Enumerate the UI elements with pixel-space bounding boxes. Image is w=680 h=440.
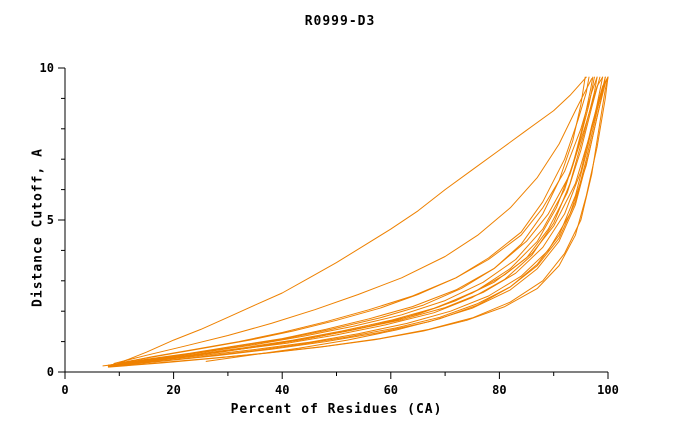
model-curve — [107, 76, 604, 366]
y-tick-label: 0 — [47, 365, 54, 379]
x-tick-label: 60 — [384, 383, 398, 397]
y-tick-label: 5 — [47, 213, 54, 227]
model-curve — [107, 76, 594, 367]
y-tick-label: 10 — [40, 61, 54, 75]
model-curve — [118, 76, 587, 364]
model-curve — [113, 76, 606, 367]
y-axis-label: Distance Cutoff, A — [30, 148, 46, 307]
model-curve — [107, 76, 586, 366]
x-tick-label: 0 — [61, 383, 68, 397]
x-tick-label: 20 — [166, 383, 180, 397]
model-curve — [113, 76, 598, 365]
model-curve — [102, 76, 598, 367]
model-curve — [113, 76, 595, 366]
x-tick-label: 100 — [597, 383, 619, 397]
model-curve — [113, 78, 593, 364]
model-curve — [118, 76, 590, 364]
model-curve — [107, 76, 609, 368]
x-tick-label: 40 — [275, 383, 289, 397]
x-axis-label: Percent of Residues (CA) — [230, 402, 443, 417]
model-curve — [205, 76, 604, 362]
chart-title: R0999-D3 — [304, 14, 376, 29]
x-tick-label: 80 — [492, 383, 506, 397]
